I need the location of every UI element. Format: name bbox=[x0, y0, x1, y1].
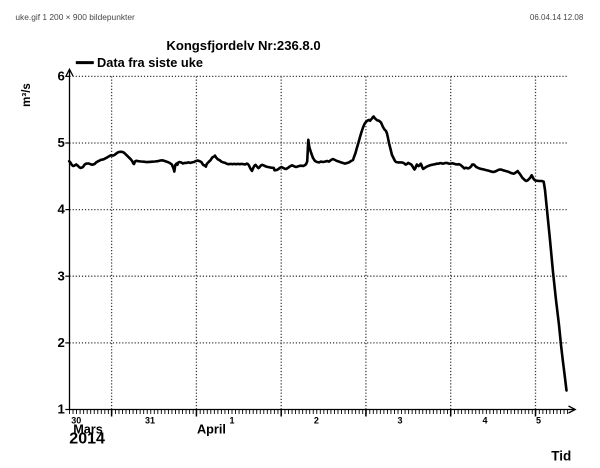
svg-text:April: April bbox=[197, 423, 226, 437]
svg-text:31: 31 bbox=[145, 416, 155, 426]
svg-text:1: 1 bbox=[229, 416, 234, 426]
svg-text:5: 5 bbox=[536, 416, 541, 426]
svg-text:2: 2 bbox=[314, 416, 319, 426]
svg-text:Mars: Mars bbox=[73, 423, 103, 437]
svg-text:3: 3 bbox=[58, 268, 65, 283]
svg-text:5: 5 bbox=[58, 135, 65, 150]
svg-text:1: 1 bbox=[58, 402, 65, 417]
svg-text:06.04.14 12.08: 06.04.14 12.08 bbox=[530, 13, 584, 22]
svg-text:Tid: Tid bbox=[551, 449, 571, 464]
svg-text:2: 2 bbox=[58, 335, 65, 350]
svg-text:Data fra siste uke: Data fra siste uke bbox=[97, 55, 203, 70]
svg-text:30: 30 bbox=[71, 416, 81, 426]
svg-text:2014: 2014 bbox=[69, 431, 105, 448]
svg-text:3: 3 bbox=[397, 416, 402, 426]
svg-text:Kongsfjordelv Nr:236.8.0: Kongsfjordelv Nr:236.8.0 bbox=[166, 38, 320, 53]
svg-text:6: 6 bbox=[58, 68, 65, 83]
svg-text:4: 4 bbox=[58, 202, 66, 217]
svg-text:4: 4 bbox=[482, 416, 487, 426]
svg-text:m³/s: m³/s bbox=[21, 83, 33, 107]
svg-text:uke.gif 1 200 × 900 bildepunkt: uke.gif 1 200 × 900 bildepunkter bbox=[15, 12, 135, 22]
